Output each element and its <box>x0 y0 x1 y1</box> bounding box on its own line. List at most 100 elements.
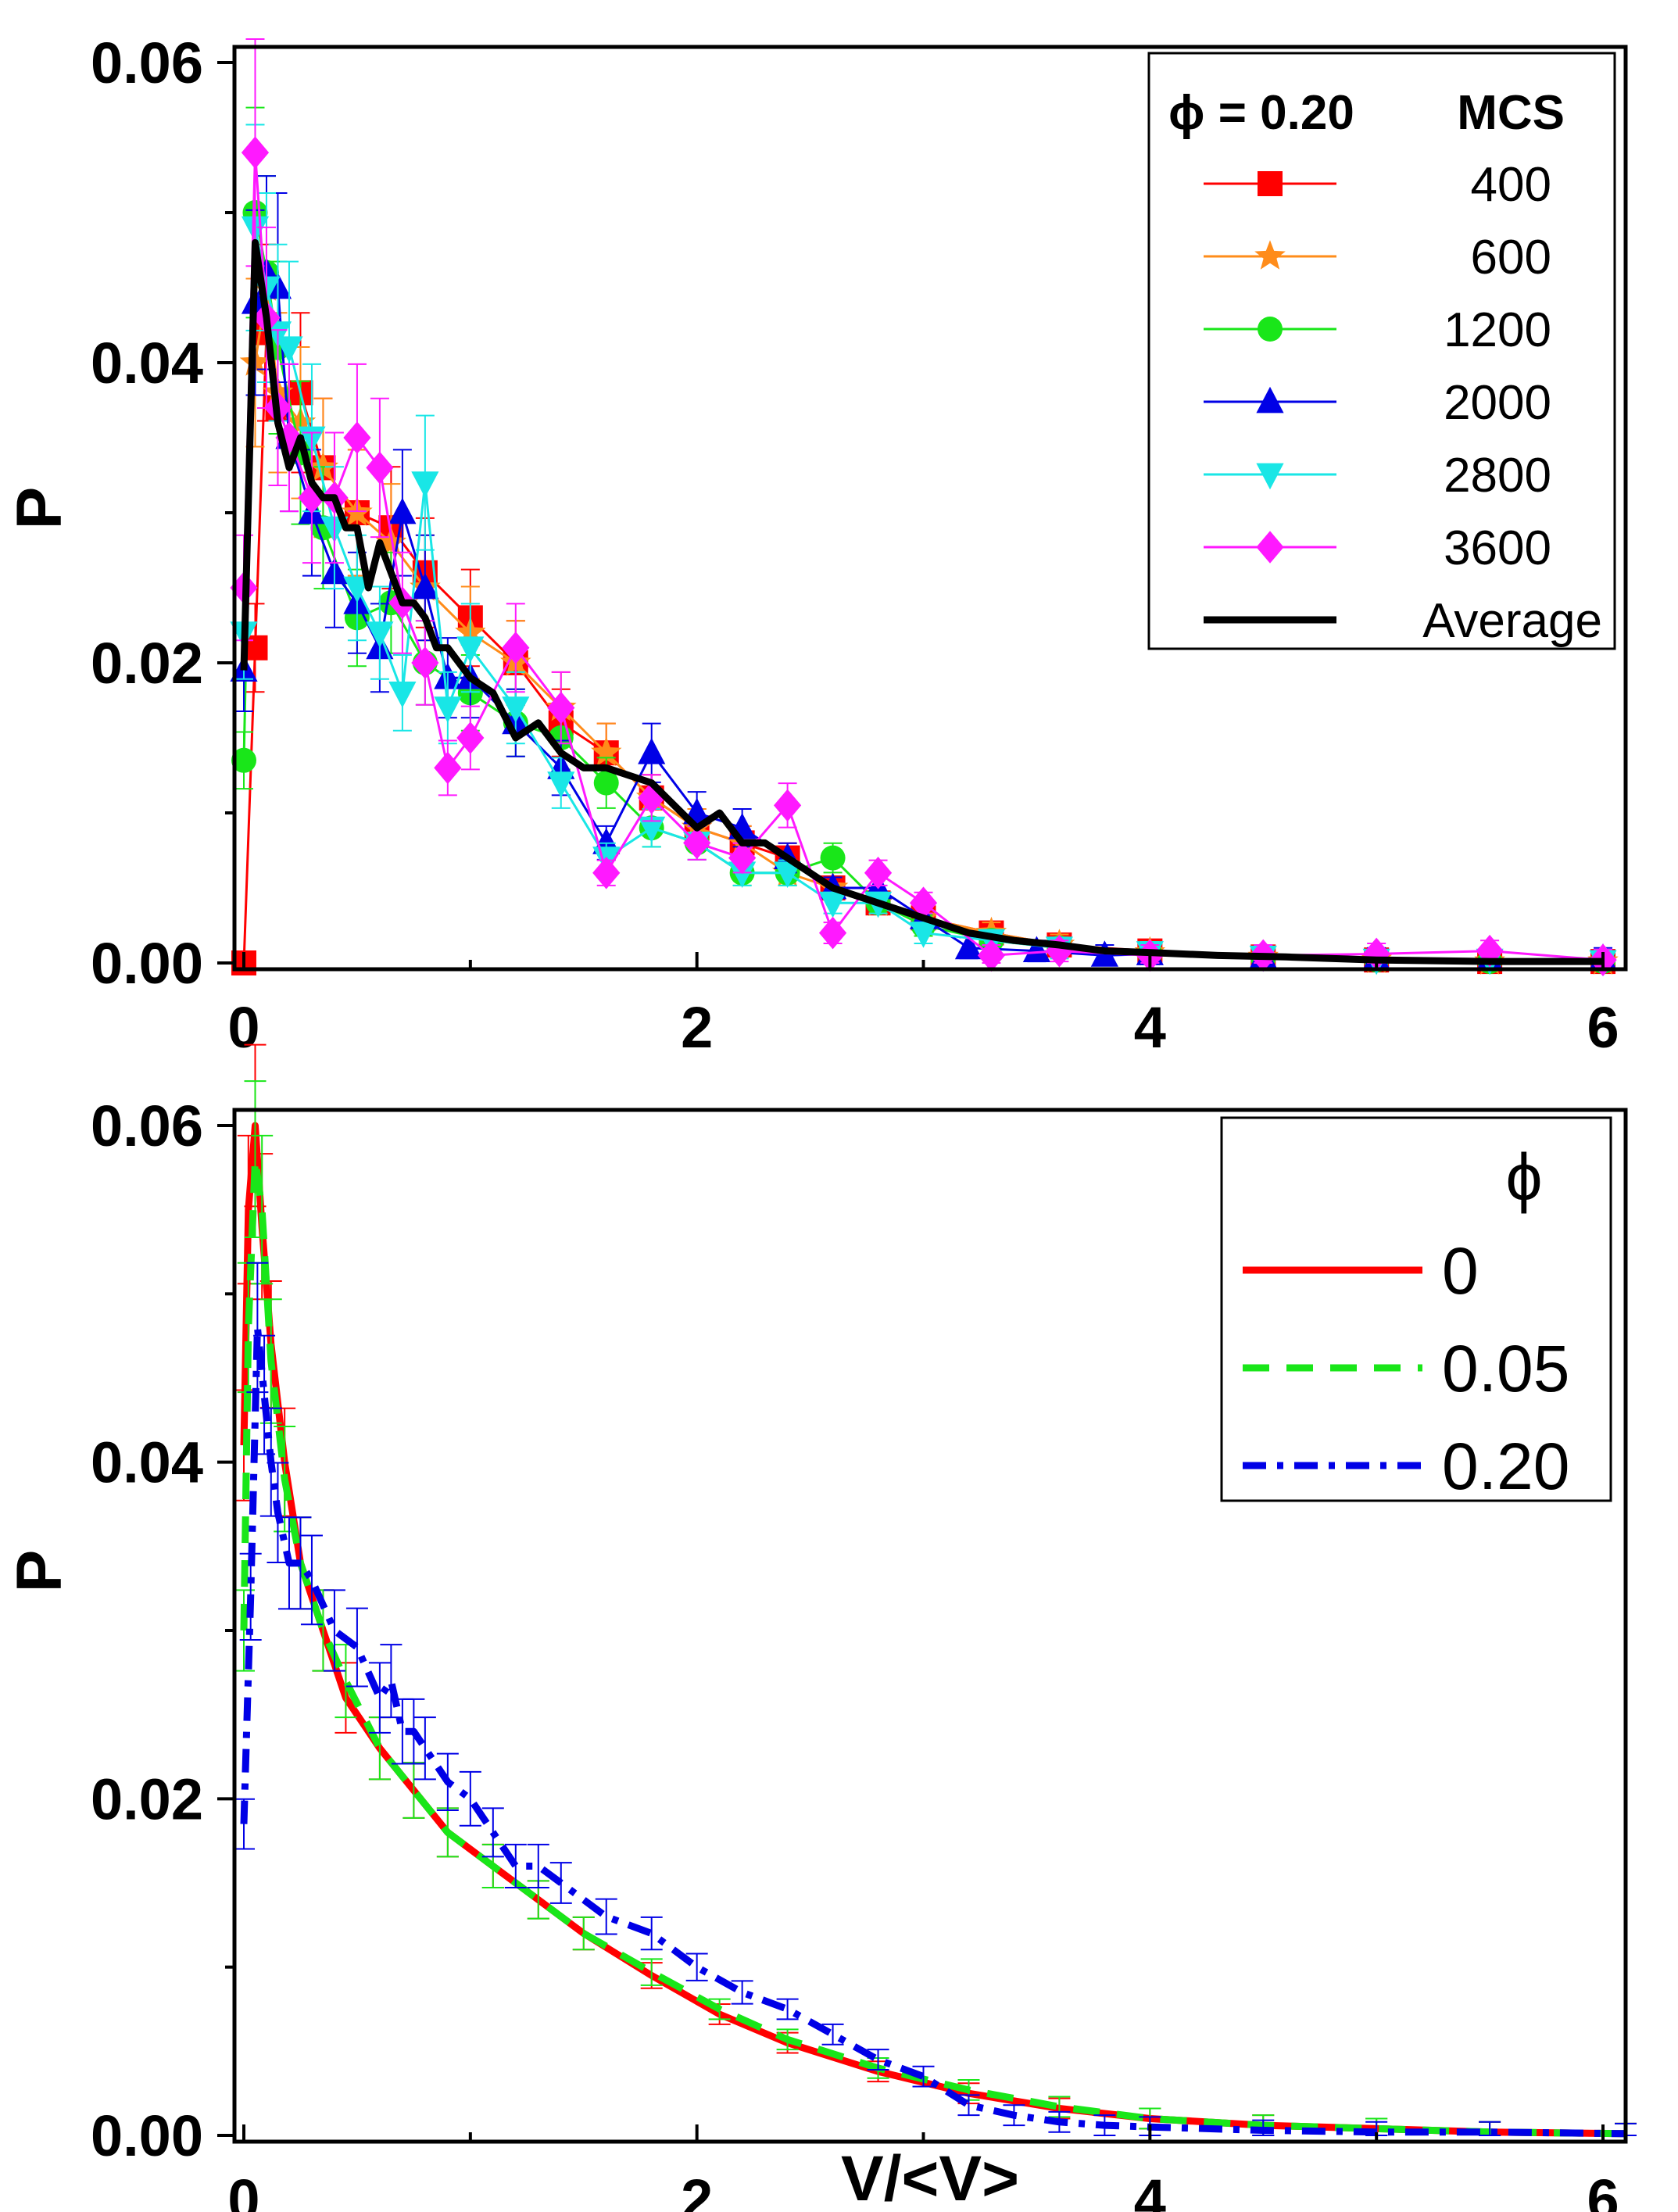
top-legend-title-mcs: MCS <box>1457 86 1565 140</box>
data-point <box>977 939 1006 972</box>
data-point <box>683 826 711 860</box>
legend-row-0.20: 0.20 <box>1243 1430 1570 1503</box>
bottom-y-tick-label: 0.04 <box>91 1430 203 1495</box>
bottom-x-tick-label: 2 <box>681 2167 713 2212</box>
data-point <box>774 789 802 822</box>
data-point <box>592 857 621 889</box>
series-line-Average <box>240 238 1603 965</box>
top-y-tick-label: 0.04 <box>91 331 203 396</box>
data-point <box>1022 936 1051 963</box>
top-x-tick-label: 2 <box>681 995 713 1060</box>
series-line-0.20 <box>240 1323 1626 2138</box>
top-legend-title-phi: ϕ = 0.20 <box>1168 86 1354 140</box>
data-point <box>638 782 666 814</box>
bottom-panel: 0 2 4 6 0.00 0.02 0.04 0.06 P V/<V> ϕ 0 0.05 0.20 <box>4 1043 1637 2212</box>
series-Average <box>240 238 1603 965</box>
data-point <box>411 646 439 679</box>
top-legend-rows: 400 600 1200 2000 2800 3600 Average <box>1204 158 1602 648</box>
top-legend: ϕ = 0.20 MCS 400 600 1200 2000 2800 3600 Avera… <box>1147 52 1616 650</box>
bottom-legend-title: ϕ <box>1505 1140 1542 1214</box>
series-0.20 <box>233 1262 1637 2138</box>
data-point <box>502 696 530 723</box>
data-point <box>818 891 847 918</box>
data-point <box>411 471 439 498</box>
data-point <box>275 336 303 363</box>
legend-label: 400 <box>1471 158 1551 212</box>
data-point <box>456 721 485 754</box>
top-axes: 0 2 4 60.000.020.040.06 <box>91 30 1619 1060</box>
legend-row-0.05: 0.05 <box>1243 1332 1570 1405</box>
data-point <box>388 497 417 524</box>
top-y-tick-label: 0.06 <box>91 30 203 95</box>
data-point <box>864 857 893 889</box>
legend-row-600: 600 <box>1204 231 1551 285</box>
data-point <box>728 841 757 875</box>
data-point <box>638 738 666 764</box>
legend-marker <box>1256 531 1284 564</box>
top-plot-frame <box>232 45 1628 972</box>
bottom-x-tick-label: 4 <box>1134 2167 1166 2212</box>
bottom-legend-box <box>1220 1116 1612 1502</box>
top-y-tick-label: 0.00 <box>91 931 203 996</box>
bottom-x-axis-title: V/<V> <box>841 2143 1019 2212</box>
legend-label: 1200 <box>1444 303 1551 357</box>
legend-label: 2000 <box>1444 376 1551 430</box>
top-panel: 0 2 4 60.000.020.040.06 P ϕ = 0.20 MCS 4006… <box>4 30 1628 1060</box>
legend-label: 0.20 <box>1442 1430 1570 1503</box>
legend-marker <box>1258 317 1283 342</box>
bottom-y-axis-title: P <box>4 1550 75 1593</box>
data-point <box>434 696 462 723</box>
legend-row-3600: 3600 <box>1204 521 1551 575</box>
top-x-tick-label: 4 <box>1134 995 1166 1060</box>
legend-row-1200: 1200 <box>1204 303 1551 357</box>
legend-row-2800: 2800 <box>1204 449 1551 503</box>
data-point <box>366 621 394 648</box>
data-point <box>818 916 847 950</box>
legend-label: 2800 <box>1444 449 1551 503</box>
data-point <box>591 736 622 766</box>
data-point <box>909 886 938 919</box>
data-point <box>547 691 575 725</box>
bottom-legend-rows: 0 0.05 0.20 <box>1243 1234 1570 1503</box>
data-point <box>502 632 530 664</box>
bottom-x-tick-label: 0 <box>227 2167 259 2212</box>
legend-label: 0 <box>1442 1234 1479 1308</box>
data-point <box>1476 934 1504 968</box>
legend-label: 3600 <box>1444 521 1551 575</box>
legend-row-0: 0 <box>1243 1234 1479 1308</box>
data-point <box>411 572 439 600</box>
data-point <box>728 861 757 888</box>
legend-row-2000: 2000 <box>1204 376 1551 430</box>
legend-row-Average: Average <box>1204 594 1602 648</box>
bottom-plot-frame <box>232 1108 1628 2144</box>
data-point <box>638 816 666 843</box>
legend-marker <box>1256 386 1284 413</box>
data-point <box>774 861 802 888</box>
data-point <box>231 747 256 773</box>
legend-marker <box>1254 240 1286 270</box>
bottom-y-tick-label: 0.06 <box>91 1093 203 1158</box>
top-legend-box <box>1147 52 1616 650</box>
bottom-series-layer <box>233 1043 1637 2138</box>
bottom-y-tick-label: 0.02 <box>91 1766 203 1831</box>
data-point <box>343 421 371 454</box>
data-point <box>547 771 575 798</box>
data-point <box>820 845 846 871</box>
data-point <box>593 770 619 796</box>
legend-label: 600 <box>1471 231 1551 285</box>
data-point <box>954 932 983 960</box>
bottom-y-tick-label: 0.00 <box>91 2103 203 2168</box>
bottom-legend: ϕ 0 0.05 0.20 <box>1220 1116 1612 1503</box>
legend-label: Average <box>1422 594 1602 648</box>
data-point <box>909 922 938 948</box>
top-x-tick-label: 6 <box>1587 995 1619 1060</box>
legend-label: 0.05 <box>1442 1332 1570 1405</box>
data-point <box>456 636 485 663</box>
data-point <box>241 136 270 169</box>
data-point <box>366 451 394 485</box>
legend-row-400: 400 <box>1204 158 1551 212</box>
bottom-x-tick-label: 6 <box>1587 2167 1619 2212</box>
bottom-axes: 0 2 4 6 0.00 0.02 0.04 0.06 <box>91 1093 1619 2212</box>
top-y-tick-label: 0.02 <box>91 631 203 696</box>
